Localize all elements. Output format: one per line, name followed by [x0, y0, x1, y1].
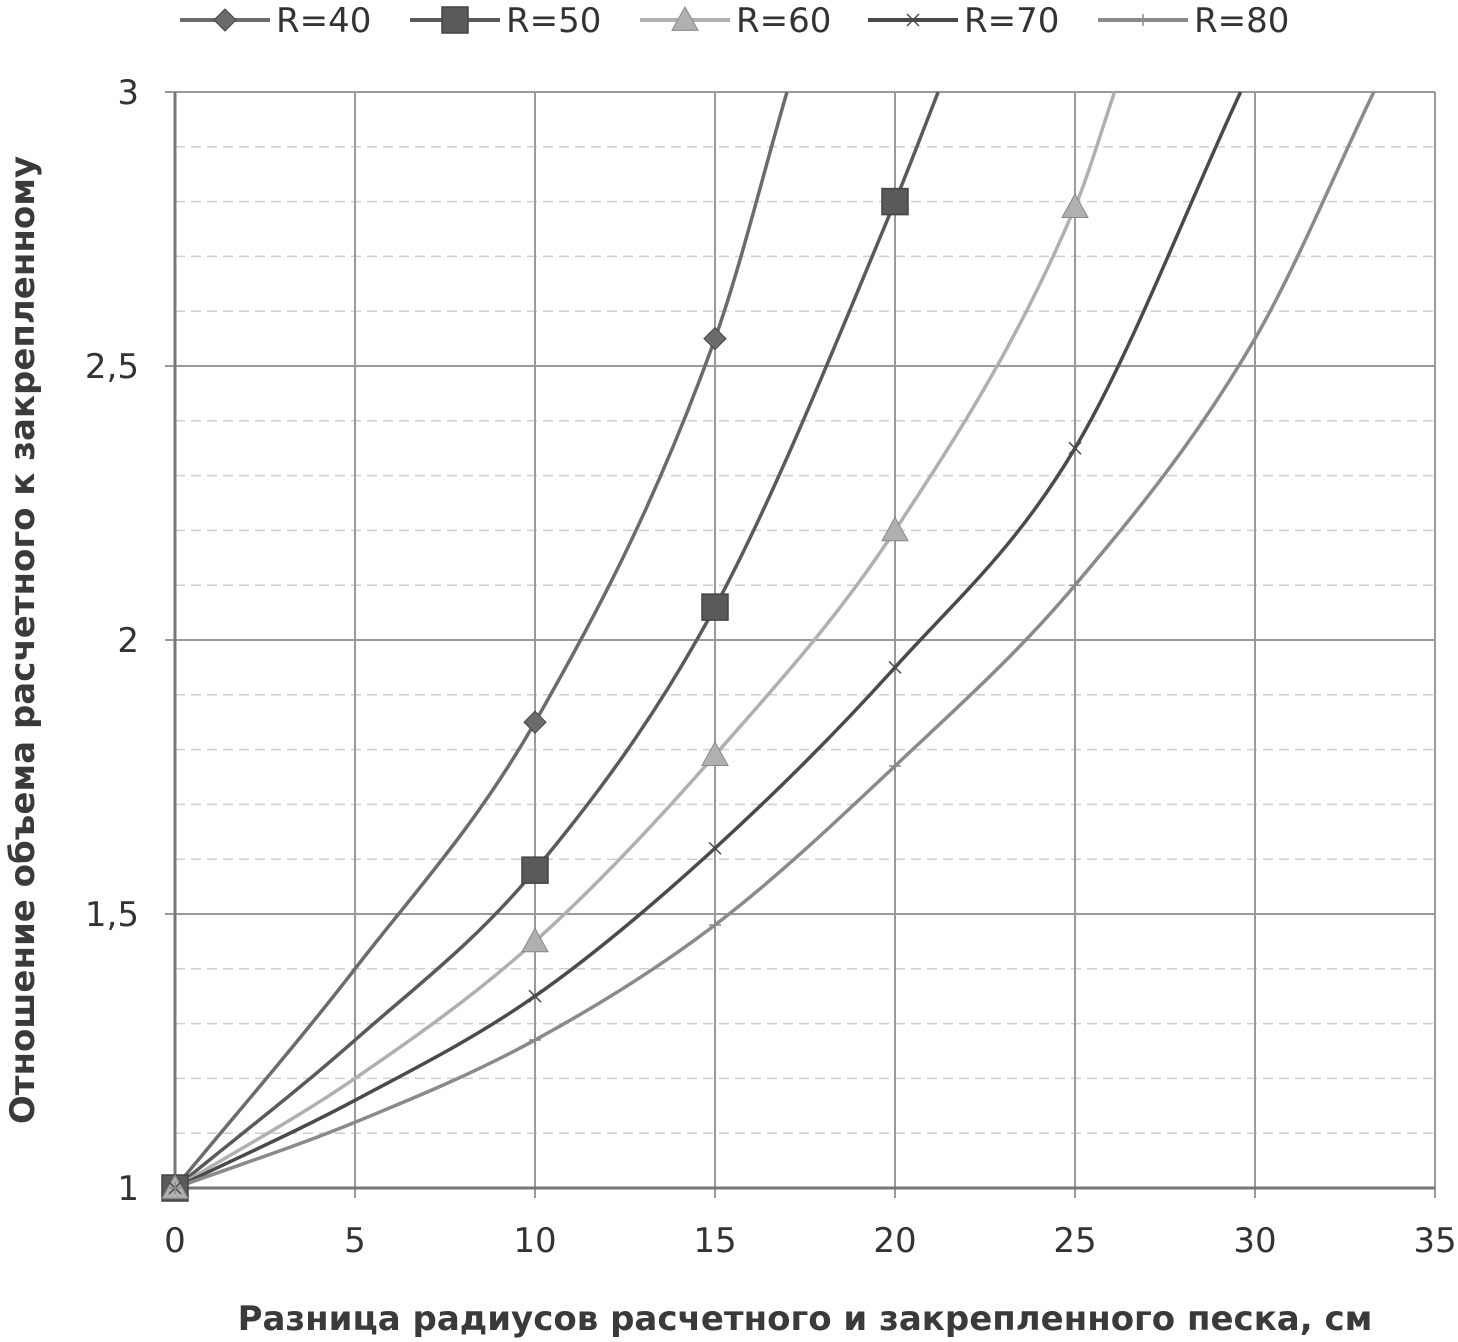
data-point-r-50	[521, 856, 549, 884]
x-tick-label: 10	[513, 1221, 556, 1261]
y-tick-label: 1	[117, 1169, 139, 1209]
legend-item-r-40: R=40	[180, 1, 371, 41]
data-point-r-50	[701, 593, 729, 621]
x-axis-title: Разница радиусов расчетного и закрепленн…	[238, 1299, 1373, 1339]
data-point-r-60	[521, 927, 549, 953]
data-point-r-80	[1069, 579, 1081, 592]
legend-marker-r-80	[1137, 14, 1149, 26]
data-point-r-80	[709, 918, 721, 931]
tick-labels: 0 5 10 15 20 25 30 35 1 1,5 2 2,5 3	[85, 73, 1457, 1261]
x-tick-label: 20	[873, 1221, 916, 1261]
legend-marker-r-40	[213, 8, 237, 32]
legend-label-r-60: R=60	[736, 1, 831, 41]
data-point-r-80	[529, 1034, 541, 1047]
legend-item-r-50: R=50	[410, 1, 601, 41]
legend-label-r-80: R=80	[1194, 1, 1289, 41]
legend-marker-r-60	[671, 5, 699, 31]
legend-label-r-40: R=40	[276, 1, 371, 41]
y-tick-label: 2	[117, 621, 139, 661]
data-point-r-70	[888, 660, 902, 674]
y-axis-title: Отношение объема расчетного к закрепленн…	[3, 156, 43, 1124]
data-point-r-70	[528, 989, 542, 1003]
data-point-r-60	[881, 516, 909, 542]
data-point-r-70	[1068, 441, 1082, 455]
y-tick-label: 2,5	[85, 347, 139, 387]
legend-label-r-50: R=50	[506, 1, 601, 41]
data-point-r-80	[169, 1182, 181, 1194]
series-line-r-40	[173, 91, 789, 1190]
data-point-r-60	[701, 741, 729, 766]
axes	[173, 92, 1435, 1190]
data-point-r-50	[881, 187, 909, 216]
data-point-r-80	[889, 760, 901, 773]
data-point-r-40	[703, 326, 727, 351]
legend-marker-r-50	[441, 6, 469, 34]
data-point-r-70	[708, 841, 722, 855]
series-line-r-50	[173, 91, 940, 1190]
series-line-r-70	[174, 91, 1243, 1190]
series-line-r-80	[174, 91, 1376, 1190]
legend: R=40 R=50 R=60 R=70 R=80	[180, 1, 1289, 41]
legend-item-r-60: R=60	[640, 1, 831, 41]
x-tick-label: 15	[693, 1221, 736, 1261]
legend-label-r-70: R=70	[964, 1, 1059, 41]
legend-marker-r-70	[906, 13, 920, 27]
x-tick-label: 25	[1053, 1221, 1096, 1261]
x-tick-label: 5	[344, 1221, 366, 1261]
data-point-r-40	[523, 710, 547, 734]
y-tick-label: 1,5	[85, 895, 139, 935]
legend-item-r-70: R=70	[868, 1, 1059, 41]
data-point-r-60	[1061, 193, 1089, 218]
x-tick-label: 30	[1233, 1221, 1276, 1261]
grid	[165, 91, 1436, 1198]
series-markers	[161, 187, 1089, 1202]
y-tick-label: 3	[117, 73, 139, 113]
legend-item-r-80: R=80	[1098, 1, 1289, 41]
x-tick-label: 35	[1413, 1221, 1456, 1261]
x-tick-label: 0	[164, 1221, 186, 1261]
